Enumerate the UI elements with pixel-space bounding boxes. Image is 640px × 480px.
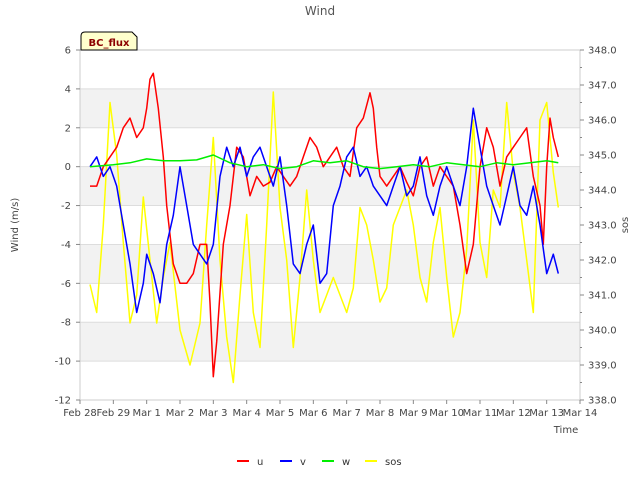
site-badge: BC_flux bbox=[80, 31, 138, 51]
site-badge-label: BC_flux bbox=[89, 38, 130, 49]
x-tick-label: Mar 14 bbox=[563, 408, 598, 419]
x-tick-label: Mar 4 bbox=[232, 408, 260, 419]
right-tick-label: 342.0 bbox=[588, 256, 617, 267]
right-tick-label: 338.0 bbox=[588, 396, 617, 407]
right-tick-label: 345.0 bbox=[588, 151, 617, 162]
series-lines bbox=[89, 72, 560, 384]
plot-band bbox=[80, 88, 580, 128]
x-tick-label: Mar 10 bbox=[429, 408, 464, 419]
right-tick-label: 346.0 bbox=[588, 116, 617, 127]
left-axis: -12 -10 -8 -6 -4 -2 0 2 4 6 bbox=[55, 46, 80, 407]
legend-label-w: w bbox=[342, 457, 350, 468]
legend: u v w sos bbox=[237, 457, 402, 468]
right-tick-label: 347.0 bbox=[588, 81, 617, 92]
x-tick-label: Feb 28 bbox=[63, 408, 97, 419]
right-tick-label: 343.0 bbox=[588, 221, 617, 232]
series-line-u bbox=[90, 72, 560, 378]
x-tick-label: Mar 13 bbox=[529, 408, 564, 419]
right-tick-label: 341.0 bbox=[588, 291, 617, 302]
x-tick-label: Mar 12 bbox=[496, 408, 531, 419]
legend-label-v: v bbox=[300, 457, 306, 468]
plot-band bbox=[80, 244, 580, 284]
plot-band bbox=[80, 166, 580, 206]
x-tick-label: Mar 8 bbox=[366, 408, 394, 419]
right-tick-label: 344.0 bbox=[588, 186, 617, 197]
x-tick-label: Mar 6 bbox=[299, 408, 327, 419]
series-line-sos bbox=[89, 91, 560, 384]
x-axis: Feb 28 Feb 29 Mar 1 Mar 2 Mar 3 Mar 4 Mar 5 Mar… bbox=[63, 400, 597, 419]
left-tick-label: -12 bbox=[55, 396, 71, 407]
right-axis: 338.0 339.0 340.0 341.0 342.0 343.0 344.0 345.0… bbox=[580, 46, 617, 407]
x-axis-label: Time bbox=[553, 425, 578, 436]
x-tick-label: Mar 7 bbox=[332, 408, 360, 419]
x-tick-label: Mar 1 bbox=[132, 408, 160, 419]
plot-band bbox=[80, 322, 580, 362]
left-tick-label: -2 bbox=[61, 201, 71, 212]
x-tick-label: Mar 5 bbox=[266, 408, 294, 419]
x-tick-label: Mar 11 bbox=[463, 408, 498, 419]
left-tick-label: 4 bbox=[65, 84, 71, 95]
series-line-v bbox=[89, 107, 560, 314]
left-tick-label: -4 bbox=[61, 240, 71, 251]
legend-label-u: u bbox=[257, 457, 263, 468]
right-axis-label: sos bbox=[620, 217, 631, 234]
right-tick-label: 340.0 bbox=[588, 326, 617, 337]
x-tick-label: Mar 3 bbox=[199, 408, 227, 419]
left-axis-label: Wind (m/s) bbox=[10, 198, 21, 253]
legend-label-sos: sos bbox=[385, 457, 402, 468]
left-tick-label: 0 bbox=[65, 162, 71, 173]
left-tick-label: -8 bbox=[61, 318, 71, 329]
x-tick-label: Mar 9 bbox=[399, 408, 427, 419]
x-tick-label: Mar 2 bbox=[166, 408, 194, 419]
left-tick-label: -6 bbox=[61, 279, 71, 290]
left-tick-label: 2 bbox=[65, 123, 71, 134]
chart-title: Wind bbox=[305, 4, 335, 18]
left-tick-label: -10 bbox=[55, 357, 71, 368]
plot-background-bands bbox=[80, 88, 580, 362]
left-tick-label: 6 bbox=[65, 46, 71, 57]
right-tick-label: 348.0 bbox=[588, 46, 617, 57]
right-tick-label: 339.0 bbox=[588, 361, 617, 372]
series-line-w bbox=[89, 154, 559, 170]
x-tick-label: Feb 29 bbox=[97, 408, 131, 419]
